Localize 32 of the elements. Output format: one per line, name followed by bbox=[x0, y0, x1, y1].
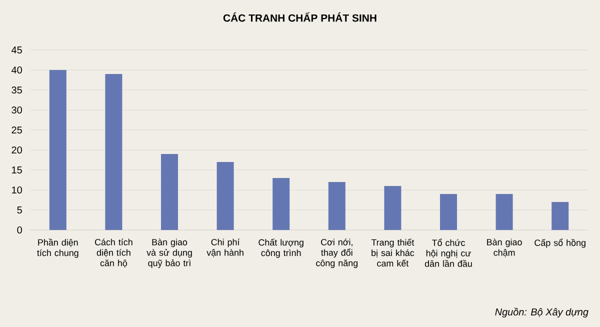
x-tick-label: Bàn giao và sử dụng quỹ bảo trì bbox=[146, 238, 192, 268]
x-tick-label: Tổ chức hội nghị cư dân lần đầu bbox=[424, 238, 472, 267]
bar bbox=[105, 74, 122, 230]
bar bbox=[496, 194, 513, 230]
y-tick-label: 25 bbox=[12, 126, 22, 134]
y-tick-label: 5 bbox=[17, 206, 22, 214]
y-tick-label: 15 bbox=[12, 166, 22, 174]
bar bbox=[161, 154, 178, 230]
chart-title: CÁC TRANH CHẤP PHÁT SINH bbox=[223, 12, 376, 22]
x-tick-label: Bàn giao chậm bbox=[487, 238, 522, 258]
x-tick-label: Trang thiết bị sai khác cam kết bbox=[371, 238, 414, 267]
y-tick-label: 0 bbox=[17, 226, 22, 234]
x-tick-label: Cấp sổ hồng bbox=[534, 238, 586, 248]
x-tick-label: Cách tích diện tích căn hộ bbox=[94, 238, 132, 268]
y-tick-label: 10 bbox=[12, 186, 22, 194]
bar bbox=[440, 194, 458, 230]
y-tick-label: 45 bbox=[12, 46, 22, 54]
text: Nguồn: Bộ Xây dựng bbox=[495, 308, 588, 318]
y-tick-label: 20 bbox=[12, 146, 22, 154]
y-tick-label: 30 bbox=[12, 106, 22, 114]
x-tick-label: Chi phí vận hành bbox=[206, 238, 244, 258]
bar bbox=[552, 202, 569, 230]
x-tick-label: Chất lượng công trình bbox=[258, 238, 304, 258]
y-tick-label: 40 bbox=[12, 66, 22, 74]
x-tick-label: Cơi nới, thay đổi công năng bbox=[316, 238, 358, 268]
bar bbox=[49, 70, 66, 230]
bar bbox=[216, 162, 234, 230]
bar bbox=[328, 182, 346, 230]
bar bbox=[272, 178, 290, 230]
x-tick-label: Phần diện tích chung bbox=[37, 238, 78, 258]
y-tick-label: 35 bbox=[12, 86, 22, 94]
bar bbox=[384, 186, 402, 230]
